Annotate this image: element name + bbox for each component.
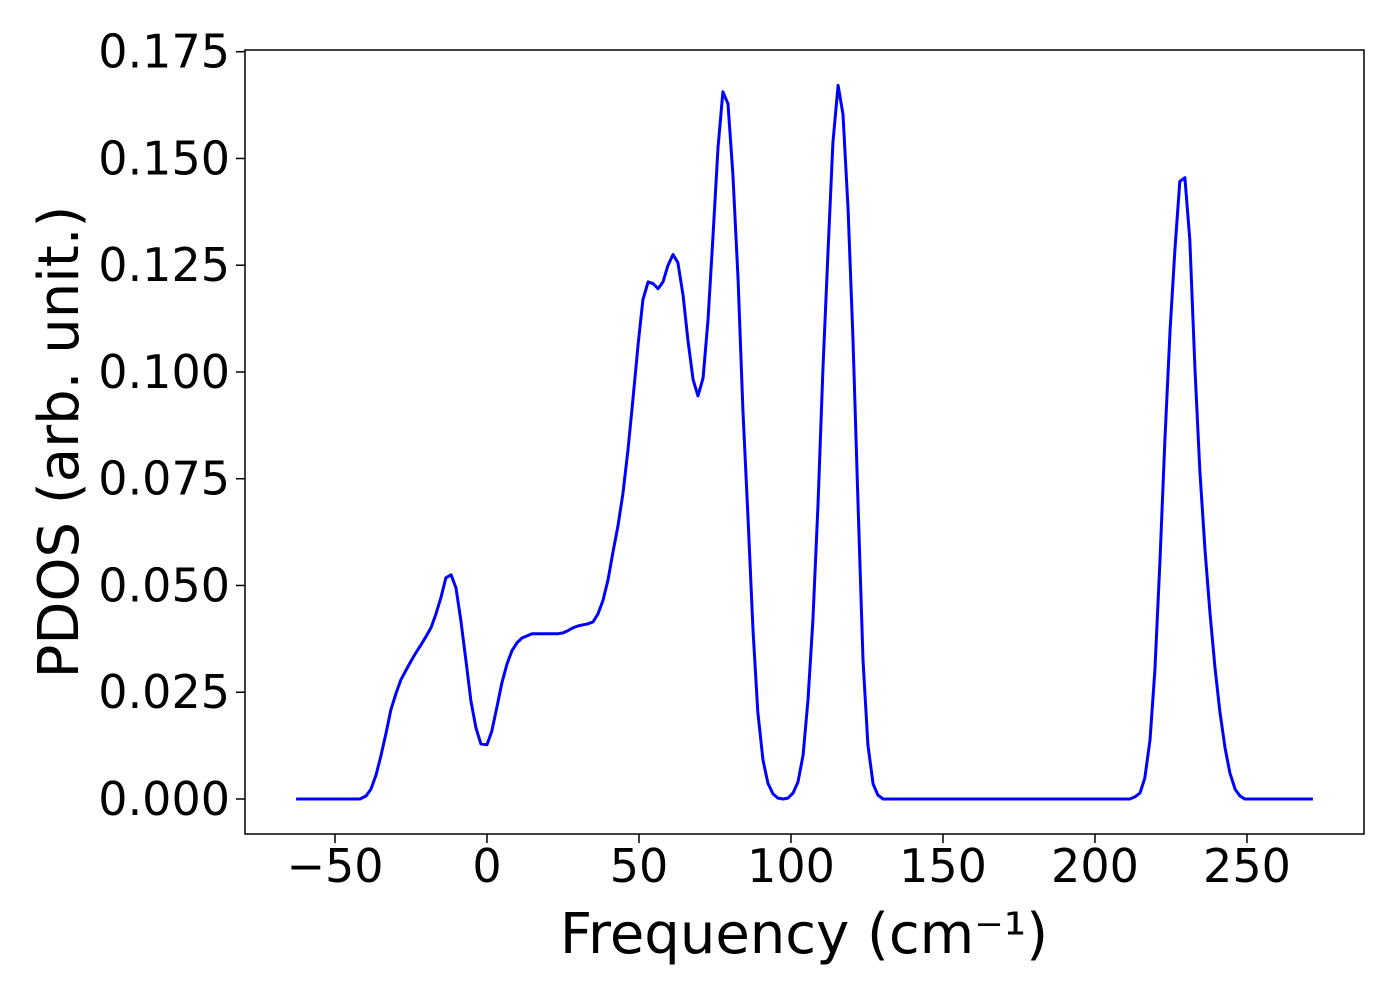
y-tick-label: 0.075 xyxy=(98,452,230,506)
y-axis-label: PDOS (arb. unit.) xyxy=(27,206,92,679)
y-tick-label: 0.050 xyxy=(98,558,230,612)
x-tick-label: 200 xyxy=(1051,839,1139,893)
y-tick-label: 0.000 xyxy=(98,772,230,826)
x-tick-label: 250 xyxy=(1203,839,1291,893)
x-tick-label: 50 xyxy=(610,839,669,893)
x-tick-label: 150 xyxy=(899,839,987,893)
x-tick-label: 100 xyxy=(747,839,835,893)
line-series xyxy=(296,83,1313,801)
y-tick-label: 0.175 xyxy=(98,25,230,79)
plot-frame xyxy=(244,49,1365,835)
y-tick-label: 0.125 xyxy=(98,238,230,292)
x-axis-label: Frequency (cm⁻¹) xyxy=(560,902,1048,967)
x-tick-label: −50 xyxy=(286,839,383,893)
x-tick-label: 0 xyxy=(472,839,501,893)
y-tick-label: 0.100 xyxy=(98,345,230,399)
y-tick-label: 0.025 xyxy=(98,665,230,719)
y-tick-label: 0.150 xyxy=(98,131,230,185)
